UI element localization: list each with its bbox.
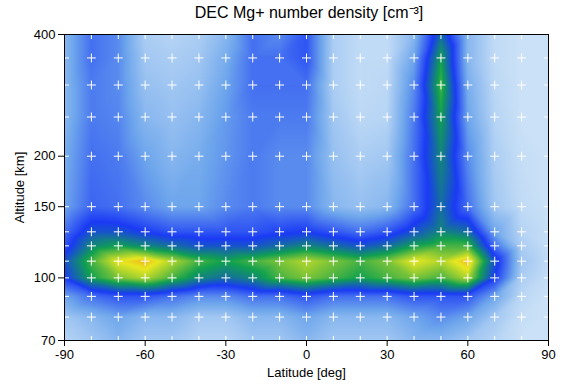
- svg-text:60: 60: [461, 347, 475, 362]
- svg-text:0: 0: [303, 347, 310, 362]
- svg-text:-90: -90: [55, 347, 74, 362]
- svg-text:-30: -30: [216, 347, 235, 362]
- svg-text:-60: -60: [136, 347, 155, 362]
- svg-text:70: 70: [41, 333, 55, 348]
- svg-text:150: 150: [34, 199, 56, 214]
- svg-text:30: 30: [380, 347, 394, 362]
- html-text:DEC Mg+ number density [cm⁻³]: DEC Mg+ number density [cm⁻³]: [194, 4, 424, 21]
- svg-text:90: 90: [541, 347, 555, 362]
- svg-text:400: 400: [34, 27, 56, 42]
- svg-text:Altitude [km]: Altitude [km]: [12, 152, 27, 224]
- svg-text:Latitude [deg]: Latitude [deg]: [267, 365, 346, 380]
- svg-text:200: 200: [34, 148, 56, 163]
- svg-text:100: 100: [34, 270, 56, 285]
